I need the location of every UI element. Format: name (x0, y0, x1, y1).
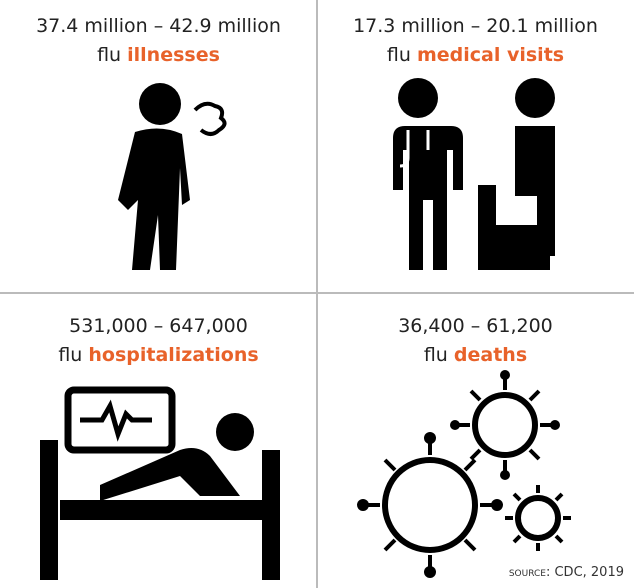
page: 37.4 million – 42.9 million flu illnesse… (0, 0, 634, 588)
icons (0, 0, 634, 588)
icon-death (357, 370, 571, 578)
icon-medical-visit (385, 78, 555, 270)
icon-illness (118, 83, 225, 270)
icon-hospitalization (40, 390, 280, 580)
source: source: CDC, 2019 (509, 565, 624, 580)
